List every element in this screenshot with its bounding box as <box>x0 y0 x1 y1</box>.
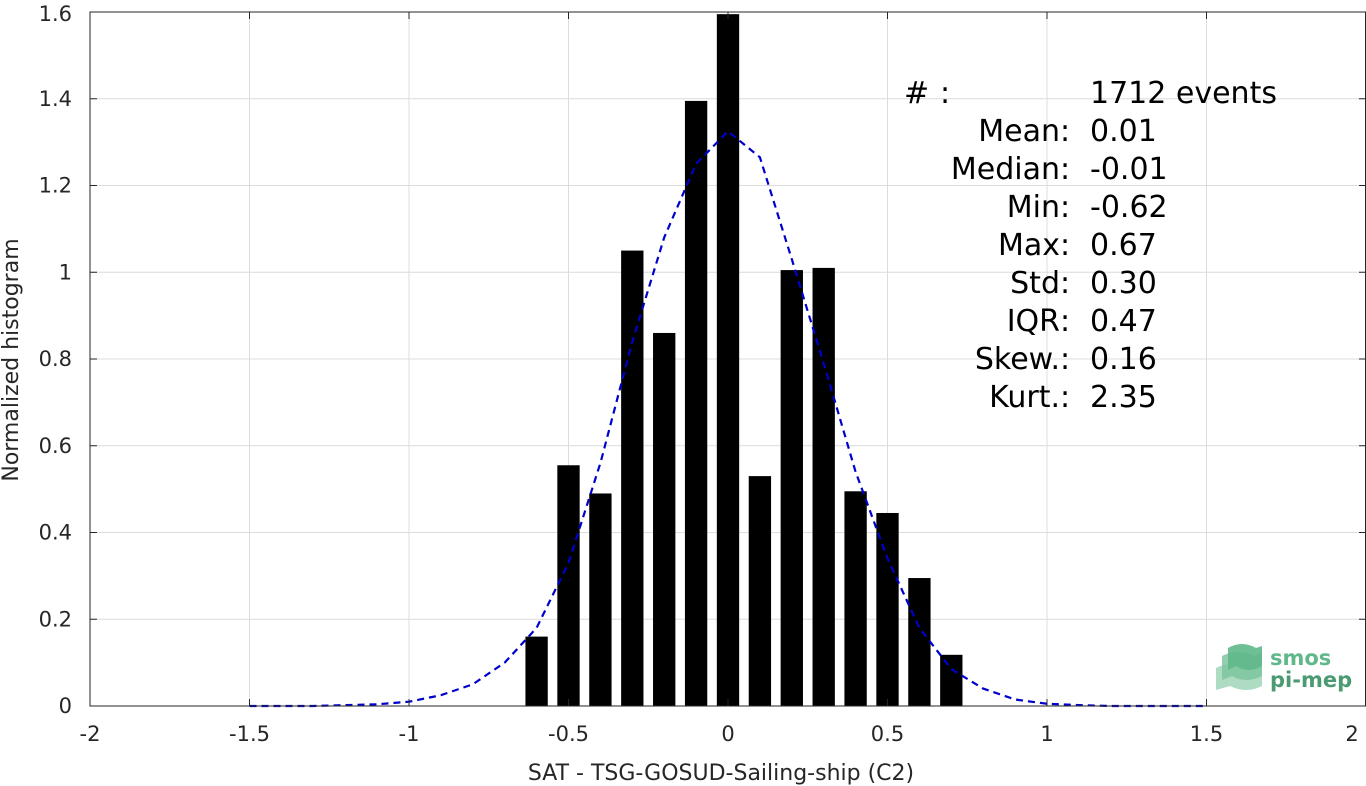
x-tick-label: -0.5 <box>548 722 589 746</box>
axis-ticks <box>89 11 1366 707</box>
logo-text-pimep: pi-mep <box>1270 668 1352 692</box>
histogram-bar <box>876 512 899 706</box>
stat-value: 0.67 <box>1090 228 1157 263</box>
stat-value: -0.01 <box>1090 152 1168 187</box>
x-tick-label: -2 <box>80 722 101 746</box>
histogram-bar <box>812 267 835 706</box>
histogram-bars <box>525 14 963 706</box>
histogram-bar <box>940 654 963 706</box>
stat-label: Skew. <box>975 342 1060 377</box>
y-axis-label: Normalized histogram <box>0 238 24 481</box>
histogram-bar <box>748 476 772 706</box>
x-tick-label: 1.5 <box>1190 722 1223 746</box>
histogram-bar <box>780 270 803 706</box>
stat-value: 0.01 <box>1090 114 1157 149</box>
x-tick-label: 1 <box>1040 722 1053 746</box>
stat-value: 0.47 <box>1090 304 1157 339</box>
stat-value: 0.30 <box>1090 266 1157 301</box>
x-tick-label: 2 <box>1345 722 1358 746</box>
stat-label: Max <box>998 228 1060 263</box>
stat-separator: : <box>1060 380 1070 415</box>
stat-separator: : <box>1060 228 1070 263</box>
histogram-bar <box>716 14 740 706</box>
stat-value: 1712 events <box>1090 76 1277 111</box>
histogram-bar <box>525 636 548 706</box>
stat-label: Mean <box>978 114 1060 149</box>
x-tick-label: 0.5 <box>871 722 904 746</box>
y-tick-label: 0.2 <box>39 607 72 631</box>
y-tick-label: 1.6 <box>39 2 72 26</box>
histogram-bar <box>844 491 867 706</box>
y-tick-label: 0.8 <box>39 347 72 371</box>
y-tick-label: 0.6 <box>39 434 72 458</box>
y-tick-label: 0.4 <box>39 521 72 545</box>
y-tick-label: 1 <box>59 260 72 284</box>
stat-label: Min <box>1007 190 1060 225</box>
histogram-bar <box>589 493 612 706</box>
y-tick-label: 1.4 <box>39 87 72 111</box>
stat-value: 2.35 <box>1090 380 1157 415</box>
x-tick-label: -1 <box>399 722 420 746</box>
statistics-box: # : 1712 events Mean : 0.01 Median : -0.01… <box>904 76 1277 415</box>
stat-separator: : <box>1060 152 1070 187</box>
x-tick-label: 0 <box>721 722 734 746</box>
smos-pimep-logo: smos pi-mep <box>1216 644 1352 692</box>
stat-separator: : <box>1060 114 1070 149</box>
stat-separator: : <box>1060 304 1070 339</box>
stat-value: 0.16 <box>1090 342 1157 377</box>
stat-separator: : <box>940 76 950 111</box>
stat-separator: : <box>1060 342 1070 377</box>
logo-text-smos: smos <box>1270 646 1331 670</box>
histogram-bar <box>557 465 580 706</box>
stat-label: # <box>904 76 929 111</box>
stat-label: Std <box>1010 266 1060 301</box>
stat-value: -0.62 <box>1090 190 1168 225</box>
x-tick-labels: -2 -1.5 -1 -0.5 0 0.5 1 1.5 2 <box>80 722 1359 746</box>
histogram-bar <box>653 332 676 706</box>
y-tick-label: 1.2 <box>39 174 72 198</box>
stat-label: IQR <box>1007 304 1060 339</box>
y-tick-label: 0 <box>59 694 72 718</box>
stat-separator: : <box>1060 190 1070 225</box>
x-axis-label: SAT - TSG-GOSUD-Sailing-ship (C2) <box>528 761 914 786</box>
stat-label: Median <box>951 152 1060 187</box>
stat-separator: : <box>1060 266 1070 301</box>
histogram-bar <box>908 578 931 706</box>
stat-label: Kurt. <box>989 380 1060 415</box>
histogram-bar <box>684 100 708 706</box>
layered-waves-icon <box>1216 644 1262 690</box>
x-tick-label: -1.5 <box>229 722 270 746</box>
y-tick-labels: 0 0.2 0.4 0.6 0.8 1 1.2 1.4 1.6 <box>39 2 72 718</box>
